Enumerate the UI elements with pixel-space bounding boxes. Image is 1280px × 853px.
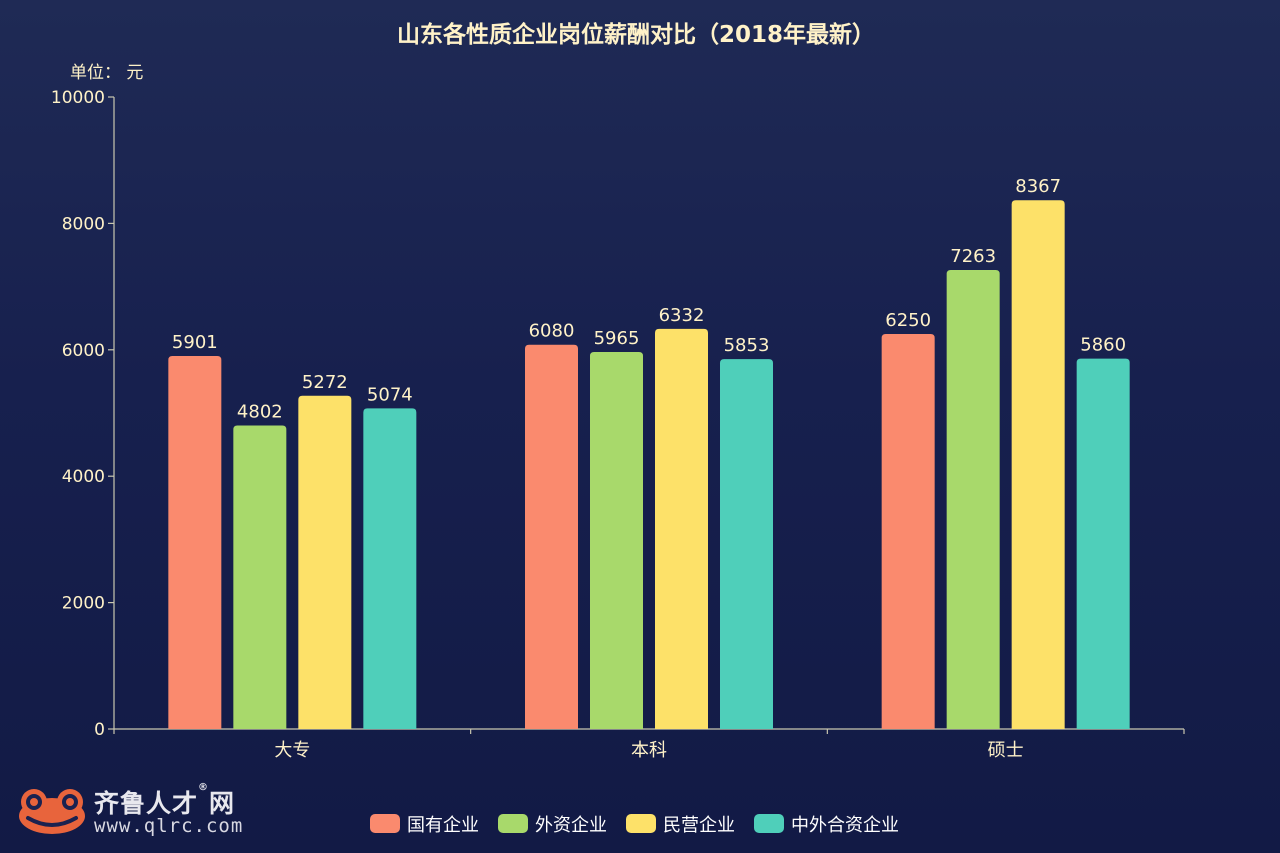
legend-label: 中外合资企业 xyxy=(791,815,899,836)
legend-swatch xyxy=(754,814,784,833)
bar xyxy=(946,269,1000,729)
bar xyxy=(525,344,578,729)
x-tick-label: 大专 xyxy=(274,740,310,761)
legend-swatch xyxy=(626,814,656,833)
bar-value-label: 5853 xyxy=(724,335,770,356)
legend-label: 民营企业 xyxy=(663,815,735,836)
y-tick-label: 2000 xyxy=(62,594,105,614)
bar-value-label: 8367 xyxy=(1015,176,1061,197)
bar xyxy=(590,352,643,729)
bar xyxy=(720,359,773,729)
bar-value-label: 5965 xyxy=(594,328,640,349)
bar-value-label: 5074 xyxy=(367,384,413,405)
bars-group: 5901 4802 5272 5074 6080 5965 6332 5853 6250 7263… xyxy=(168,176,1130,730)
bar xyxy=(363,408,417,729)
y-tick-label: 0 xyxy=(94,720,105,740)
bar xyxy=(298,395,352,729)
x-tick-label: 硕士 xyxy=(988,740,1024,761)
bar xyxy=(233,425,287,729)
bar-value-label: 6250 xyxy=(885,310,931,331)
bar-value-label: 6080 xyxy=(529,321,575,342)
x-tick-label: 本科 xyxy=(631,740,667,761)
legend: 国有企业 外资企业 民营企业 中外合资企业 xyxy=(370,814,899,836)
frog-logo-icon xyxy=(19,789,85,834)
legend-swatch xyxy=(498,814,528,833)
logo-url: www.qlrc.com xyxy=(94,815,244,837)
qlrc-logo: 齐鲁人才®网 www.qlrc.com xyxy=(16,782,276,842)
y-axis-unit-label: 单位： 元 xyxy=(70,63,143,83)
bar-value-label: 6332 xyxy=(659,305,705,326)
legend-label: 外资企业 xyxy=(535,815,607,836)
logo-name: 齐鲁人才®网 xyxy=(94,782,236,818)
bar-value-label: 4802 xyxy=(237,402,283,423)
bar-value-label: 5860 xyxy=(1080,335,1126,356)
chart-title: 山东各性质企业岗位薪酬对比（2018年最新） xyxy=(397,21,875,48)
bar xyxy=(168,356,222,729)
bar-value-label: 5272 xyxy=(302,372,348,393)
bar xyxy=(655,328,708,729)
bar xyxy=(881,334,935,729)
y-tick-label: 8000 xyxy=(62,214,105,234)
bar-value-label: 7263 xyxy=(950,246,996,267)
axes: 0 2000 4000 6000 8000 10000 大专 本科 硕士 xyxy=(51,88,1185,761)
y-tick-label: 10000 xyxy=(51,88,105,108)
y-tick-label: 6000 xyxy=(62,341,105,361)
legend-swatch xyxy=(370,814,400,833)
legend-label: 国有企业 xyxy=(407,815,479,836)
bar xyxy=(1076,358,1130,729)
y-tick-label: 4000 xyxy=(62,467,105,487)
bar-value-label: 5901 xyxy=(172,332,218,353)
bar xyxy=(1011,200,1065,730)
